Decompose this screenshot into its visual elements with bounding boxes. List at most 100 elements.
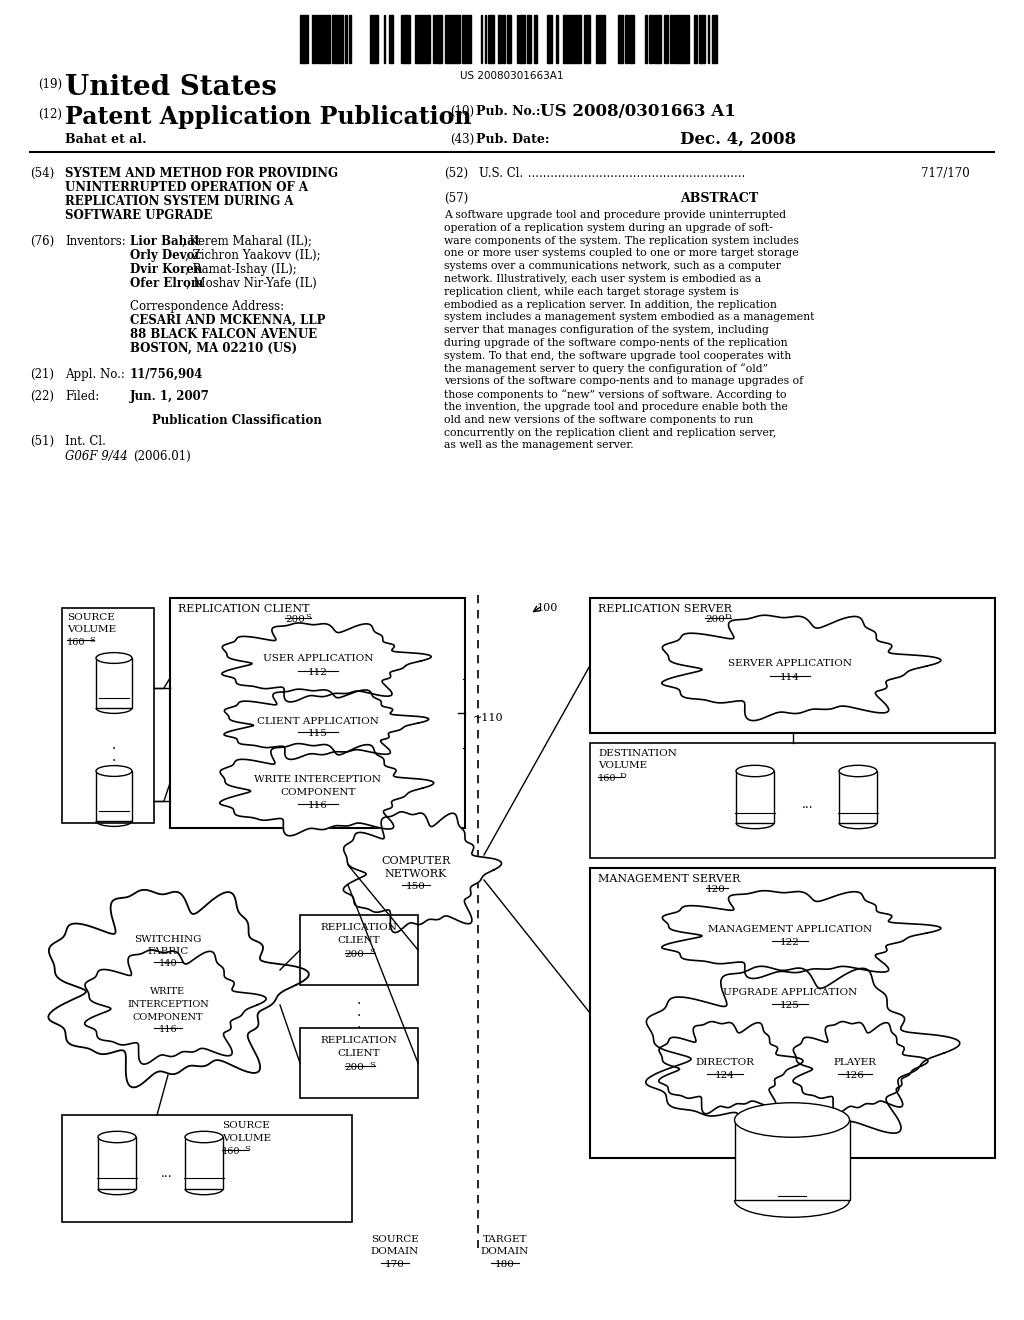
Text: network. Illustratively, each user system is embodied as a: network. Illustratively, each user syste… [444, 275, 761, 284]
Text: NETWORK: NETWORK [385, 869, 447, 879]
Bar [527, 15, 531, 63]
Text: S: S [305, 612, 311, 620]
Text: S: S [244, 1144, 250, 1152]
Text: 116: 116 [159, 1026, 177, 1034]
Bar [326, 15, 328, 63]
Text: Int. Cl.: Int. Cl. [65, 436, 105, 447]
Polygon shape [220, 743, 434, 836]
Text: (10): (10) [450, 106, 474, 117]
Bar [578, 15, 580, 63]
Ellipse shape [734, 1102, 850, 1138]
Text: 160: 160 [67, 638, 85, 647]
Bar [349, 15, 351, 63]
Bar [304, 15, 306, 63]
Bar [564, 15, 566, 63]
Text: 150: 150 [407, 882, 426, 891]
Ellipse shape [185, 1131, 223, 1143]
Text: .: . [112, 738, 116, 752]
Ellipse shape [96, 766, 132, 776]
Bar [574, 15, 578, 63]
Text: Pub. Date:: Pub. Date: [476, 133, 550, 147]
Text: the management server to query the configuration of “old”: the management server to query the confi… [444, 363, 768, 375]
Bar [336, 15, 338, 63]
Text: (2006.01): (2006.01) [133, 450, 190, 463]
Text: 130: 130 [745, 810, 764, 818]
Text: 130: 130 [195, 1175, 213, 1184]
Text: 130: 130 [104, 808, 123, 817]
Text: COMPONENT: COMPONENT [133, 1012, 204, 1022]
Text: DISK: DISK [101, 796, 127, 805]
Text: versions of the software compo-nents and to manage upgrades of: versions of the software compo-nents and… [444, 376, 803, 387]
Text: , Kerem Maharal (IL);: , Kerem Maharal (IL); [182, 235, 312, 248]
Text: 100: 100 [537, 603, 558, 612]
Text: , Zichron Yaakovv (IL);: , Zichron Yaakovv (IL); [185, 249, 321, 261]
Ellipse shape [96, 652, 132, 664]
Text: SOURCE: SOURCE [67, 612, 115, 622]
Bar [664, 15, 668, 63]
Bar [62, 1115, 352, 1222]
Text: ware components of the system. The replication system includes: ware components of the system. The repli… [444, 235, 799, 246]
Bar [338, 15, 342, 63]
Text: REPLICATION SERVER: REPLICATION SERVER [598, 605, 732, 614]
Text: D: D [620, 772, 627, 780]
Bar [682, 15, 686, 63]
Text: the invention, the upgrade tool and procedure enable both the: the invention, the upgrade tool and proc… [444, 403, 787, 412]
Bar [345, 15, 347, 63]
Polygon shape [662, 615, 941, 721]
Text: SWITCHING: SWITCHING [134, 935, 202, 944]
Bar [462, 15, 464, 63]
Text: Publication Classification: Publication Classification [152, 414, 322, 426]
Text: Appl. No.:: Appl. No.: [65, 368, 125, 381]
Bar [424, 15, 428, 63]
Text: DISK: DISK [191, 1163, 217, 1172]
Text: Lior Bahat: Lior Bahat [130, 235, 200, 248]
Bar [467, 15, 471, 63]
Text: CONFIGURATION: CONFIGURATION [743, 1166, 841, 1173]
Bar [401, 15, 404, 63]
Ellipse shape [839, 766, 877, 776]
Bar [170, 598, 465, 828]
Text: A software upgrade tool and procedure provide uninterrupted: A software upgrade tool and procedure pr… [444, 210, 786, 220]
Bar [656, 15, 658, 63]
Text: (22): (22) [30, 389, 54, 403]
Text: ..........................................................: ........................................… [524, 168, 749, 180]
Text: Filed:: Filed: [65, 389, 99, 403]
Text: (12): (12) [38, 108, 62, 121]
Text: (57): (57) [444, 191, 468, 205]
Bar [492, 15, 494, 63]
Text: 200: 200 [344, 1063, 364, 1072]
Text: 130: 130 [849, 810, 867, 818]
Text: DISK: DISK [104, 1163, 130, 1172]
Bar [421, 15, 424, 63]
Bar [597, 15, 601, 63]
Text: CESARI AND MCKENNA, LLP: CESARI AND MCKENNA, LLP [130, 314, 326, 327]
Bar [451, 15, 454, 63]
Bar [312, 15, 315, 63]
Text: VOLUME: VOLUME [222, 1134, 271, 1143]
Bar [590, 598, 995, 733]
Text: SOURCE: SOURCE [222, 1121, 269, 1130]
Bar [588, 15, 590, 63]
Text: 140: 140 [159, 960, 177, 968]
Text: during upgrade of the software compo-nents of the replication: during upgrade of the software compo-nen… [444, 338, 787, 348]
Text: DATABASE: DATABASE [763, 1179, 821, 1188]
Bar [679, 15, 682, 63]
Text: US 2008/0301663 A1: US 2008/0301663 A1 [540, 103, 736, 120]
Text: those components to “new” versions of software. According to: those components to “new” versions of so… [444, 389, 786, 400]
Bar [658, 15, 662, 63]
Bar [418, 15, 421, 63]
Bar [306, 15, 308, 63]
Bar [440, 15, 442, 63]
Text: 126: 126 [845, 1071, 865, 1080]
Bar [428, 15, 430, 63]
Text: VOLUME: VOLUME [598, 762, 647, 770]
Text: 160: 160 [598, 774, 616, 783]
Text: (52): (52) [444, 168, 468, 180]
Text: ...: ... [161, 1167, 173, 1180]
Text: 130: 130 [108, 1175, 126, 1184]
Bar [96, 771, 132, 821]
Polygon shape [343, 812, 502, 932]
Bar [433, 15, 435, 63]
Bar [677, 15, 679, 63]
Text: 170: 170 [385, 1261, 404, 1269]
